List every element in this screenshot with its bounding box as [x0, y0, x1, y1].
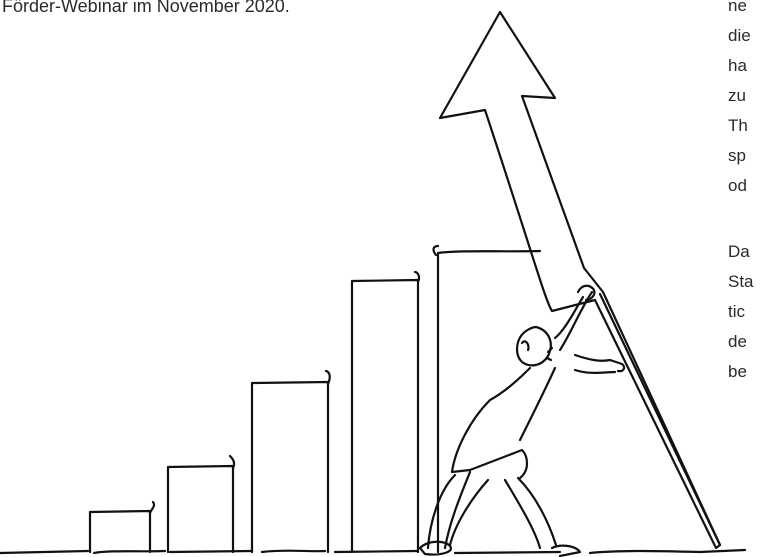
baseline-line [0, 548, 747, 555]
text-line: zu [728, 86, 746, 105]
caption-text: Förder-Webinar im November 2020. [2, 0, 290, 16]
text-line: Th [728, 116, 748, 135]
bar-5 [432, 244, 542, 554]
text-line: od [728, 176, 747, 195]
bar-3 [250, 369, 331, 554]
growth-arrow [438, 10, 722, 550]
text-line: tic [728, 302, 745, 321]
bar-4 [350, 270, 421, 554]
text-line: die [728, 26, 751, 45]
text-line: Sta [728, 272, 754, 291]
bar-2 [166, 454, 236, 554]
text-line: be [728, 362, 747, 381]
text-line: ha [728, 56, 747, 75]
bar-1 [88, 500, 156, 554]
pushing-man [418, 284, 626, 557]
text-line: de [728, 332, 747, 351]
text-line: sp [728, 146, 746, 165]
text-line: ne [728, 0, 747, 15]
text-line: Da [728, 242, 750, 261]
